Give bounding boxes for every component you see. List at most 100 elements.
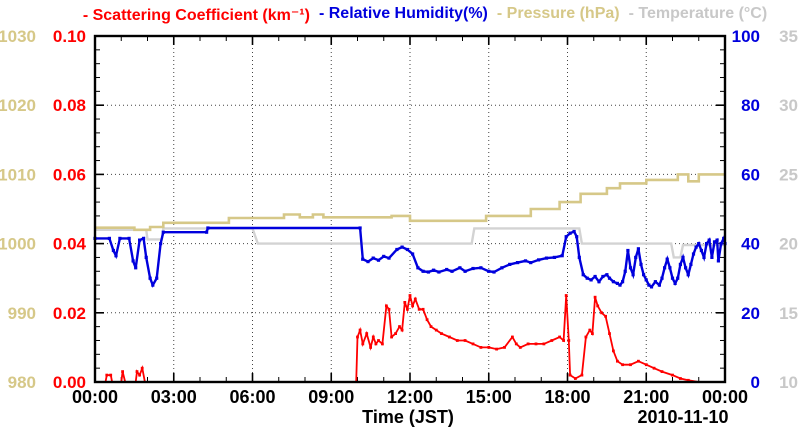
humidity-marker (118, 236, 122, 240)
humidity-marker (134, 266, 138, 270)
scattering-marker (564, 294, 568, 297)
scattering-marker (400, 328, 404, 332)
humidity-marker (668, 266, 672, 270)
humidity-marker (127, 236, 131, 240)
scattering-marker (381, 342, 384, 346)
y-tick-label-scattering: 0.00 (53, 373, 86, 392)
scattering-marker (616, 359, 619, 363)
humidity-marker (358, 226, 362, 230)
humidity-marker (663, 266, 667, 270)
humidity-marker (621, 280, 625, 284)
humidity-marker (450, 269, 454, 273)
humidity-marker (376, 258, 381, 262)
humidity-marker (618, 283, 622, 287)
humidity-marker (676, 276, 680, 280)
humidity-marker (142, 236, 146, 240)
scattering-marker (644, 363, 648, 367)
humidity-marker (382, 254, 386, 258)
humidity-marker (411, 252, 415, 256)
legend-item-pressure: - Pressure (hPa) (496, 5, 620, 22)
legend-item-humidity: - Relative Humidity(%) (318, 5, 488, 22)
humidity-marker (508, 262, 512, 266)
humidity-marker (144, 255, 148, 259)
humidity-marker (673, 281, 677, 285)
humidity-marker (670, 276, 675, 280)
humidity-marker (544, 256, 549, 260)
humidity-marker (716, 259, 720, 263)
x-tick-label: 06:00 (229, 387, 275, 407)
x-tick-label: 12:00 (387, 387, 433, 407)
humidity-marker (161, 230, 165, 234)
humidity-marker (114, 254, 118, 258)
humidity-marker (577, 255, 581, 259)
humidity-marker (597, 280, 601, 284)
y-tick-label-pressure: 990 (8, 304, 36, 323)
y-tick-label-humidity: 100 (732, 27, 760, 46)
scattering-marker (596, 304, 600, 308)
scattering-marker (550, 339, 554, 342)
y-tick-label-pressure: 1010 (0, 165, 36, 184)
y-tick-label-scattering: 0.04 (53, 235, 87, 254)
y-tick-label-humidity: 80 (741, 96, 760, 115)
scattering-marker (421, 307, 425, 311)
humidity-marker (686, 273, 690, 277)
legend-item-scattering: - Scattering Coefficient (km⁻¹) (82, 7, 310, 24)
humidity-marker (657, 283, 661, 287)
humidity-marker (707, 238, 711, 242)
x-tick-label: 21:00 (623, 387, 669, 407)
humidity-marker (647, 283, 651, 287)
humidity-marker (151, 283, 155, 287)
scattering-marker (479, 346, 483, 349)
humidity-marker (560, 254, 564, 258)
scattering-marker (425, 318, 429, 322)
humidity-marker (492, 270, 496, 274)
scattering-marker (377, 339, 380, 342)
humidity-marker (607, 276, 612, 280)
humidity-marker (702, 255, 706, 259)
humidity-marker (585, 276, 589, 280)
scattering-marker (558, 335, 561, 339)
scattering-marker (374, 342, 378, 346)
scattering-marker (604, 314, 607, 318)
humidity-marker (479, 266, 483, 270)
humidity-marker (705, 242, 709, 246)
y-tick-label-pressure: 980 (8, 373, 36, 392)
humidity-marker (138, 238, 142, 242)
y-tick-label-pressure: 1020 (0, 96, 36, 115)
humidity-marker (395, 247, 399, 252)
humidity-marker (644, 278, 648, 282)
scattering-marker (534, 342, 538, 346)
humidity-marker (697, 242, 701, 246)
y-tick-label-temperature: 35 (779, 27, 798, 46)
humidity-marker (581, 273, 585, 277)
scattering-marker (629, 363, 632, 367)
humidity-marker (131, 259, 135, 263)
humidity-marker (660, 276, 664, 280)
scattering-marker (448, 335, 451, 339)
plot-frame (93, 34, 727, 384)
humidity-marker (206, 226, 210, 230)
x-tick-label: 09:00 (308, 387, 354, 407)
scattering-marker (621, 363, 624, 367)
humidity-marker (416, 266, 420, 270)
scattering-marker (135, 370, 139, 373)
humidity-marker (529, 261, 533, 265)
humidity-marker (694, 245, 698, 249)
scattering-marker (562, 339, 565, 342)
humidity-marker (159, 242, 163, 246)
humidity-marker (111, 248, 115, 253)
scattering-marker (369, 346, 372, 349)
humidity-marker (611, 280, 615, 284)
scattering-marker (361, 342, 365, 346)
x-tick-label: 18:00 (544, 387, 590, 407)
scattering-marker (679, 377, 682, 380)
y-tick-label-temperature: 30 (779, 96, 798, 115)
y-tick-label-temperature: 20 (779, 235, 798, 254)
scattering-marker (455, 339, 459, 342)
scattering-marker (356, 335, 359, 339)
humidity-marker (405, 247, 409, 252)
scattering-marker (503, 346, 506, 349)
y-tick-label-scattering: 0.06 (53, 165, 86, 184)
scattering-marker (105, 373, 109, 377)
